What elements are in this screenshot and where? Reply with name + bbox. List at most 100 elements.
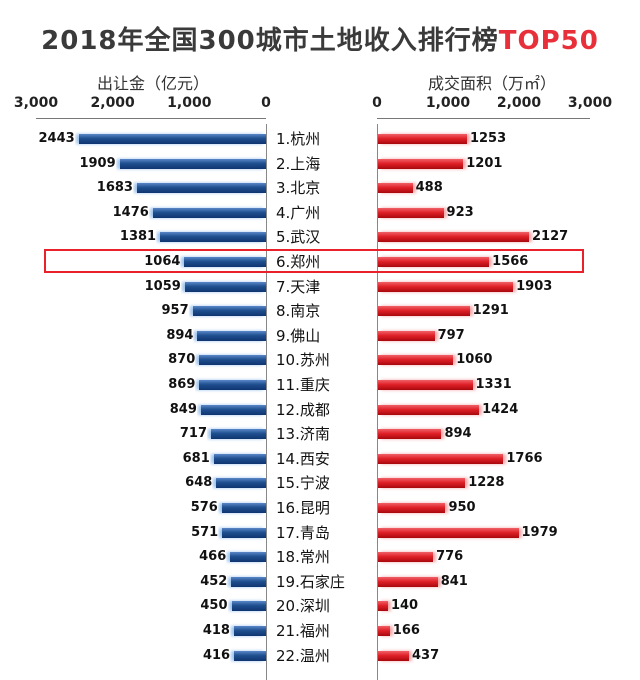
left-value-label: 466 <box>186 548 227 567</box>
left-value-label: 452 <box>187 572 228 591</box>
right-bar <box>378 134 467 144</box>
right-value-label: 1228 <box>468 475 505 491</box>
left-bar <box>152 207 266 218</box>
chart-title-highlight: TOP50 <box>498 26 599 56</box>
category-label: 19.石家庄 <box>276 572 345 591</box>
right-bar <box>378 306 470 317</box>
right-bar <box>378 281 514 292</box>
left-bar <box>231 576 266 587</box>
right-bar <box>378 576 438 587</box>
right-bar <box>378 330 435 341</box>
category-label: 6.郑州 <box>276 253 321 271</box>
right-category-axis <box>377 124 378 680</box>
left-value-label: 2443 <box>34 130 75 148</box>
category-label: 2.上海 <box>276 154 321 173</box>
right-value-label: 2127 <box>532 229 569 245</box>
right-value-label: 1060 <box>456 352 493 368</box>
left-bar <box>231 601 266 612</box>
left-axis-tick-label: 3,000 <box>13 95 59 111</box>
right-bar <box>378 158 464 169</box>
left-value-label: 1476 <box>108 203 149 222</box>
right-value-label: 166 <box>392 623 420 638</box>
left-value-label: 648 <box>172 474 213 493</box>
right-bar <box>378 232 530 243</box>
category-label: 8.南京 <box>276 302 321 321</box>
category-label: 10.苏州 <box>276 351 330 370</box>
category-label: 18.常州 <box>276 548 330 567</box>
category-label: 3.北京 <box>276 179 321 198</box>
category-label: 4.广州 <box>276 203 321 222</box>
category-label: 16.昆明 <box>276 499 330 517</box>
right-value-label: 1331 <box>475 377 512 392</box>
right-value-label: 894 <box>444 426 472 442</box>
category-label: 15.宁波 <box>276 474 330 493</box>
left-bar <box>78 134 266 144</box>
right-bar <box>378 601 388 612</box>
left-bar <box>222 527 266 538</box>
right-bar <box>378 527 519 538</box>
right-bar <box>378 626 390 636</box>
right-value-label: 1253 <box>469 131 507 146</box>
category-label: 5.武汉 <box>276 228 321 247</box>
right-value-label: 1979 <box>521 524 558 540</box>
left-bar <box>136 183 266 194</box>
right-value-label: 1291 <box>472 303 509 319</box>
right-value-label: 797 <box>437 327 465 343</box>
right-bar <box>378 453 504 464</box>
right-bar <box>378 478 466 489</box>
category-label: 13.济南 <box>276 425 330 444</box>
left-value-label: 869 <box>155 376 196 394</box>
category-label: 21.福州 <box>276 622 330 640</box>
left-axis-tick-label: 1,000 <box>167 95 212 111</box>
left-value-label: 1064 <box>140 253 181 271</box>
left-value-label: 1059 <box>140 277 181 296</box>
right-value-label: 1201 <box>466 155 503 171</box>
left-bar <box>160 232 266 243</box>
category-label: 17.青岛 <box>276 523 330 542</box>
left-category-axis <box>266 124 267 680</box>
left-bar <box>192 306 266 317</box>
right-value-label: 950 <box>448 500 476 515</box>
left-value-label: 1683 <box>92 179 133 198</box>
right-value-label: 923 <box>446 204 474 220</box>
right-axis-title: 成交面积（万㎡） <box>428 74 557 93</box>
left-bar <box>199 355 266 366</box>
right-value-label: 437 <box>412 647 440 663</box>
left-axis-tick-label: 2,000 <box>90 95 135 111</box>
category-label: 7.天津 <box>276 277 321 296</box>
left-bar <box>233 626 266 636</box>
category-label: 14.西安 <box>276 449 330 468</box>
chart: 3,000 2,000 1,000 0 0 1,000 2,000 3,000 2443 1.杭州… <box>13 95 613 680</box>
left-bar <box>119 158 266 169</box>
left-bar <box>197 330 266 341</box>
category-label: 22.温州 <box>276 646 330 665</box>
right-bar <box>378 429 442 440</box>
right-bar <box>378 207 444 218</box>
left-value-label: 681 <box>169 449 210 468</box>
left-bar <box>213 453 266 464</box>
left-value-label: 416 <box>190 646 231 665</box>
right-value-label: 1903 <box>516 278 553 294</box>
category-label: 12.成都 <box>276 400 330 419</box>
left-bar <box>211 429 266 440</box>
right-bar <box>378 355 454 366</box>
right-axis-tick-label: 2,000 <box>496 95 542 111</box>
chart-title: 2018年全国300城市土地收入排行榜TOP50 <box>0 20 640 57</box>
left-value-label: 849 <box>156 400 197 419</box>
right-bar <box>378 503 446 513</box>
left-value-label: 418 <box>189 622 230 640</box>
left-bar <box>221 503 266 513</box>
right-value-label: 140 <box>390 598 419 614</box>
left-value-label: 1381 <box>116 228 157 247</box>
right-bar <box>378 380 473 390</box>
left-bar <box>234 650 266 661</box>
left-axis-tick-label: 0 <box>261 95 271 111</box>
right-bar <box>378 552 434 563</box>
right-axis-tick-label: 1,000 <box>425 95 471 111</box>
right-value-label: 1424 <box>482 401 519 417</box>
left-bar <box>184 257 266 267</box>
right-axis-tick-label: 3,000 <box>567 95 613 111</box>
left-bar <box>200 404 266 415</box>
left-bar <box>199 380 266 390</box>
right-axis-line <box>377 118 590 119</box>
